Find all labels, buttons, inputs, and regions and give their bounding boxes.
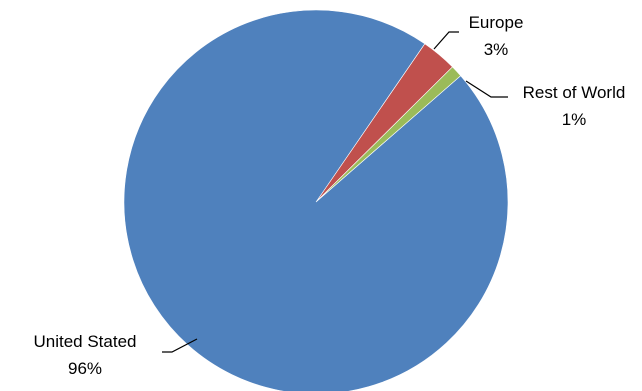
slice-name-label: United Stated — [33, 332, 136, 351]
slice-name-label: Europe — [469, 13, 524, 32]
leader-line-europe — [433, 31, 459, 50]
leader-line-rest-of-world — [465, 80, 508, 98]
slice-percent-label: 1% — [562, 110, 587, 129]
leader-line-united-stated — [162, 338, 198, 353]
slice-name-label: Rest of World — [523, 83, 626, 102]
pie-slice-united-stated — [123, 9, 509, 391]
slice-percent-label: 3% — [484, 40, 509, 59]
slice-percent-label: 96% — [68, 359, 102, 378]
